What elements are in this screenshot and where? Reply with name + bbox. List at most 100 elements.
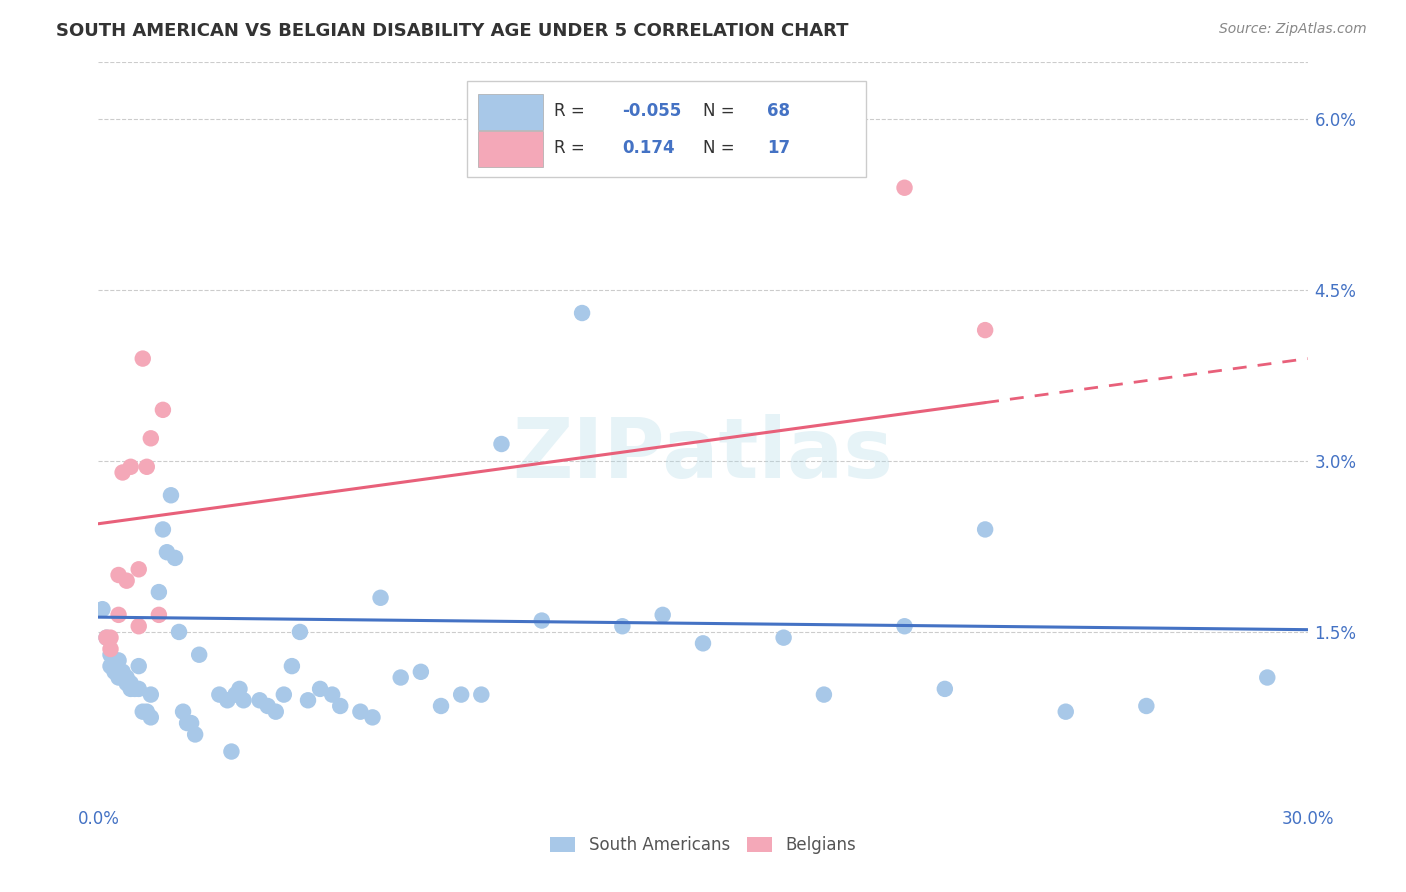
Point — [156, 545, 179, 559]
Point — [107, 607, 129, 622]
Point — [491, 437, 513, 451]
Point — [1256, 671, 1278, 685]
Point — [167, 624, 190, 639]
Point — [256, 698, 278, 713]
Point — [221, 745, 243, 759]
Text: N =: N = — [703, 139, 740, 157]
Point — [571, 306, 593, 320]
Point — [100, 648, 122, 662]
Point — [163, 550, 186, 565]
Point — [120, 676, 142, 690]
Point — [184, 727, 207, 741]
Point — [612, 619, 634, 633]
Point — [160, 488, 183, 502]
Point — [228, 681, 250, 696]
Point — [974, 523, 997, 537]
Point — [224, 688, 246, 702]
Point — [107, 671, 129, 685]
Point — [132, 351, 155, 366]
Point — [135, 459, 157, 474]
Point — [409, 665, 432, 679]
Point — [297, 693, 319, 707]
Point — [1054, 705, 1077, 719]
Point — [309, 681, 332, 696]
FancyBboxPatch shape — [467, 81, 866, 178]
Text: N =: N = — [703, 103, 740, 120]
Point — [651, 607, 673, 622]
Point — [893, 180, 915, 194]
Point — [115, 574, 138, 588]
Point — [232, 693, 254, 707]
Point — [893, 619, 915, 633]
Text: 0.174: 0.174 — [621, 139, 675, 157]
Point — [120, 459, 142, 474]
Point — [470, 688, 492, 702]
Point — [208, 688, 231, 702]
Point — [329, 698, 352, 713]
Point — [148, 585, 170, 599]
Point — [281, 659, 304, 673]
Point — [100, 659, 122, 673]
Point — [91, 602, 114, 616]
Point — [139, 431, 162, 445]
Text: Source: ZipAtlas.com: Source: ZipAtlas.com — [1219, 22, 1367, 37]
Point — [128, 659, 150, 673]
Point — [249, 693, 271, 707]
Point — [530, 614, 553, 628]
Point — [934, 681, 956, 696]
Text: ZIPatlas: ZIPatlas — [513, 414, 893, 495]
Point — [96, 631, 118, 645]
Text: -0.055: -0.055 — [621, 103, 682, 120]
Point — [96, 631, 118, 645]
Point — [772, 631, 794, 645]
Point — [180, 716, 202, 731]
FancyBboxPatch shape — [478, 95, 543, 130]
Point — [120, 681, 142, 696]
Point — [139, 688, 162, 702]
Point — [813, 688, 835, 702]
Point — [132, 705, 155, 719]
Point — [148, 607, 170, 622]
FancyBboxPatch shape — [478, 131, 543, 167]
Text: R =: R = — [554, 139, 591, 157]
Point — [100, 642, 122, 657]
Point — [361, 710, 384, 724]
Point — [188, 648, 211, 662]
Point — [370, 591, 392, 605]
Point — [135, 705, 157, 719]
Point — [176, 716, 198, 731]
Point — [389, 671, 412, 685]
Point — [100, 631, 122, 645]
Point — [115, 676, 138, 690]
Point — [128, 619, 150, 633]
Legend: South Americans, Belgians: South Americans, Belgians — [544, 830, 862, 861]
Point — [692, 636, 714, 650]
Point — [107, 568, 129, 582]
Point — [217, 693, 239, 707]
Text: 68: 68 — [768, 103, 790, 120]
Point — [264, 705, 287, 719]
Point — [128, 562, 150, 576]
Text: R =: R = — [554, 103, 591, 120]
Point — [107, 653, 129, 667]
Point — [430, 698, 453, 713]
Point — [273, 688, 295, 702]
Point — [288, 624, 311, 639]
Point — [111, 665, 134, 679]
Point — [321, 688, 343, 702]
Point — [450, 688, 472, 702]
Point — [974, 323, 997, 337]
Point — [103, 665, 125, 679]
Point — [128, 681, 150, 696]
Text: 17: 17 — [768, 139, 790, 157]
Point — [172, 705, 194, 719]
Point — [349, 705, 371, 719]
Text: SOUTH AMERICAN VS BELGIAN DISABILITY AGE UNDER 5 CORRELATION CHART: SOUTH AMERICAN VS BELGIAN DISABILITY AGE… — [56, 22, 849, 40]
Point — [152, 402, 174, 417]
Point — [139, 710, 162, 724]
Point — [152, 523, 174, 537]
Point — [115, 671, 138, 685]
Point — [1135, 698, 1157, 713]
Point — [111, 466, 134, 480]
Point — [124, 681, 146, 696]
